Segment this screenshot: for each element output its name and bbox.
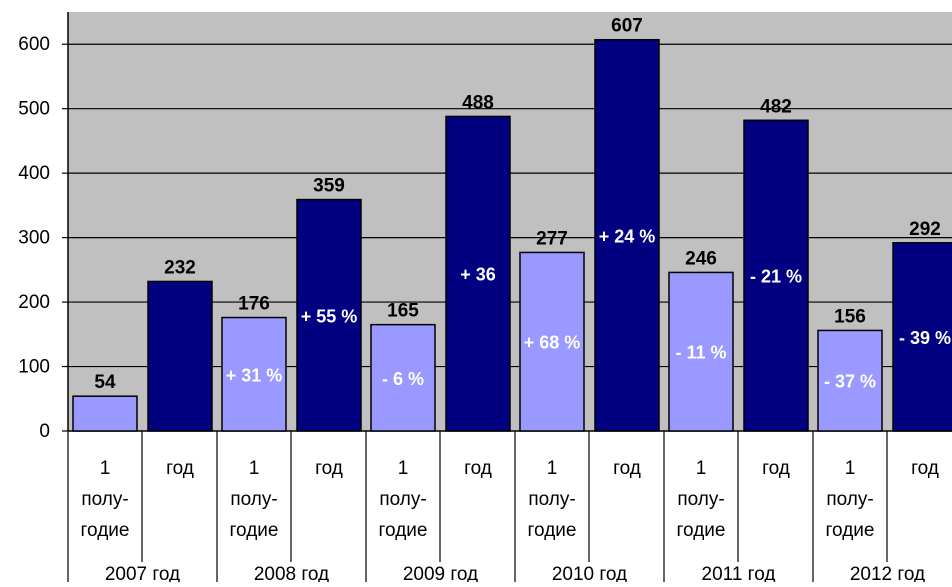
bar-full-year bbox=[594, 38, 660, 432]
x-category-label: полу- bbox=[826, 489, 873, 510]
x-category-label: 1 bbox=[398, 458, 409, 479]
x-group-label: 2011 год bbox=[702, 564, 776, 582]
bar-change-label: + 55 % bbox=[301, 306, 358, 326]
bar-value-label: 359 bbox=[313, 176, 345, 197]
x-group-label: 2010 год bbox=[552, 564, 627, 582]
x-category-label: полу- bbox=[379, 489, 426, 510]
bar-full-year bbox=[743, 119, 809, 432]
y-tick-label: 600 bbox=[18, 34, 50, 55]
bar-half-year bbox=[221, 316, 287, 432]
x-group-label: 2007 год bbox=[105, 564, 180, 582]
bar-change-label: + 31 % bbox=[226, 365, 283, 385]
x-group-label: 2008 год bbox=[254, 564, 329, 582]
bar-value-label: 165 bbox=[387, 301, 419, 322]
x-category-label: полу- bbox=[677, 489, 724, 510]
bar-value-label: 156 bbox=[834, 306, 866, 327]
bar-half-year bbox=[519, 251, 585, 432]
bar-change-label: - 39 % bbox=[899, 328, 951, 348]
y-tick-label: 200 bbox=[18, 292, 50, 313]
bar-full-year bbox=[892, 242, 952, 432]
bar-change-label: - 37 % bbox=[824, 372, 876, 392]
bar-value-label: 482 bbox=[760, 96, 792, 117]
x-category-label: 1 bbox=[696, 458, 707, 479]
bar-half-year bbox=[72, 395, 138, 432]
x-category-label: годие bbox=[379, 520, 428, 541]
bar-half-year bbox=[668, 271, 734, 432]
bar-full-year bbox=[445, 115, 511, 432]
x-category-label: 1 bbox=[547, 458, 558, 479]
x-category-label: год bbox=[911, 458, 939, 479]
y-tick-label: 100 bbox=[18, 357, 50, 378]
bar-half-year bbox=[370, 323, 436, 432]
bar-change-label: + 24 % bbox=[599, 226, 656, 246]
x-category-label: год bbox=[762, 458, 790, 479]
x-category-label: годие bbox=[826, 520, 875, 541]
bar-value-label: 176 bbox=[238, 294, 270, 315]
x-category-label: 1 bbox=[100, 458, 111, 479]
bar-value-label: 607 bbox=[611, 16, 643, 37]
bar-change-label: - 6 % bbox=[382, 369, 424, 389]
bar-full-year bbox=[296, 198, 362, 432]
bar-change-label: - 11 % bbox=[675, 343, 726, 363]
bar-value-label: 246 bbox=[685, 248, 717, 269]
x-category-label: 1 bbox=[845, 458, 856, 479]
x-category-label: год bbox=[613, 458, 641, 479]
y-tick-label: 500 bbox=[18, 99, 50, 120]
y-tick-label: 300 bbox=[18, 228, 50, 249]
bar-value-label: 277 bbox=[536, 228, 568, 249]
y-tick-label: 400 bbox=[18, 163, 50, 184]
x-group-label: 2009 год bbox=[403, 564, 478, 582]
bar-full-year bbox=[147, 280, 213, 432]
bar-value-label: 54 bbox=[94, 372, 116, 393]
x-category-label: годие bbox=[528, 520, 577, 541]
x-category-label: год bbox=[166, 458, 194, 479]
x-category-label: полу- bbox=[528, 489, 575, 510]
y-tick-label: 0 bbox=[39, 421, 50, 442]
x-category-label: полу- bbox=[230, 489, 277, 510]
x-category-label: год bbox=[464, 458, 492, 479]
x-category-label: 1 bbox=[249, 458, 260, 479]
bar-change-label: + 68 % bbox=[524, 333, 581, 353]
x-category-label: год bbox=[315, 458, 343, 479]
x-category-label: годие bbox=[81, 520, 130, 541]
x-category-label: годие bbox=[230, 520, 279, 541]
bar-value-label: 292 bbox=[909, 219, 941, 240]
x-group-label: 2012 год bbox=[850, 564, 925, 582]
bar-value-label: 232 bbox=[164, 257, 196, 278]
x-category-label: полу- bbox=[81, 489, 128, 510]
bar-value-label: 488 bbox=[462, 92, 494, 113]
bar-change-label: - 21 % bbox=[750, 267, 802, 287]
bar-change-label: + 36 bbox=[460, 265, 496, 285]
x-category-label: годие bbox=[677, 520, 726, 541]
bar-half-year bbox=[817, 329, 883, 432]
